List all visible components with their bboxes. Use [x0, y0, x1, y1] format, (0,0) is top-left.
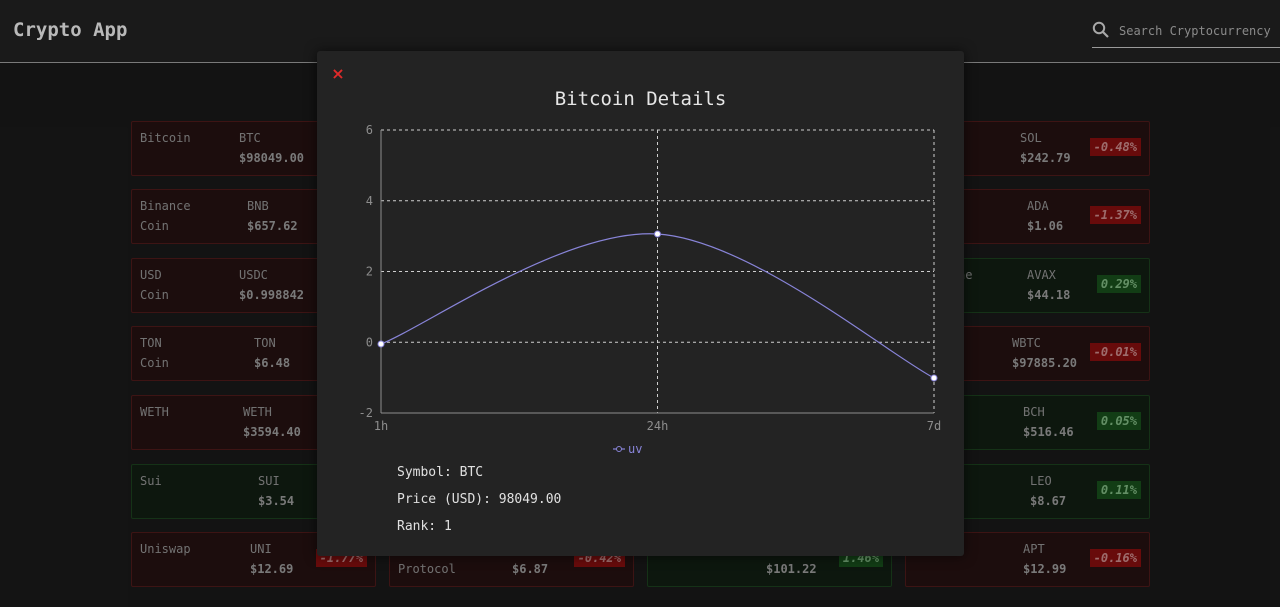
- change-badge: -0.48%: [1089, 138, 1141, 156]
- y-tick-label: -2: [359, 406, 373, 420]
- change-badge: -0.01%: [1089, 343, 1141, 361]
- coin-name: WETH: [140, 405, 169, 419]
- coin-name: USD Coin: [140, 268, 169, 302]
- search-icon: [1092, 21, 1109, 38]
- coin-symbol: UNI: [250, 542, 272, 556]
- info-row: Price (USD): 98049.00: [397, 492, 561, 507]
- price-chart: -2 0 2 4 6 1h 24h 7d uv: [359, 123, 942, 456]
- coin-price: $3594.40: [243, 425, 301, 439]
- coin-symbol: TON: [254, 336, 276, 350]
- x-tick-label: 1h: [374, 419, 388, 433]
- app-title: Crypto App: [13, 19, 128, 41]
- coin-name: Bitcoin: [140, 131, 191, 145]
- coin-price: $516.46: [1023, 425, 1074, 439]
- coin-name: Uniswap: [140, 542, 191, 556]
- coin-name: TON Coin: [140, 336, 169, 370]
- x-tick-label: 24h: [647, 419, 669, 433]
- coin-price: $0.998842: [239, 288, 305, 302]
- change-badge: -1.37%: [1089, 206, 1141, 224]
- info-row: Symbol: BTC: [397, 465, 483, 480]
- y-tick-label: 0: [366, 335, 373, 349]
- x-tick-label: 7d: [927, 419, 941, 433]
- coin-symbol: BTC: [239, 131, 261, 145]
- coin-price: $6.48: [254, 356, 291, 370]
- coin-price: $12.69: [250, 562, 294, 576]
- change-badge: 0.29%: [1096, 275, 1141, 293]
- info-label: Rank:: [397, 519, 437, 534]
- coin-price: $242.79: [1020, 151, 1071, 165]
- coin-symbol: SUI: [258, 474, 280, 488]
- legend-label: uv: [628, 442, 642, 456]
- data-point: [377, 340, 385, 348]
- y-tick-label: 2: [366, 265, 373, 279]
- info-value: 1: [443, 519, 452, 534]
- coin-price: $101.22: [766, 562, 817, 576]
- close-icon[interactable]: ×: [331, 64, 345, 83]
- change-badge: 0.05%: [1096, 412, 1141, 430]
- coin-symbol: WBTC: [1012, 336, 1041, 350]
- coin-symbol: WETH: [243, 405, 272, 419]
- y-tick-label: 4: [366, 194, 373, 208]
- info-value: 98049.00: [498, 492, 562, 507]
- coin-price: $1.06: [1027, 219, 1064, 233]
- coin-name: Protocol: [398, 562, 456, 576]
- coin-name: Sui: [140, 474, 162, 488]
- change-badge: -0.16%: [1089, 549, 1141, 567]
- coin-symbol: AVAX: [1027, 268, 1056, 282]
- coin-symbol: ADA: [1027, 199, 1049, 213]
- legend-marker: [616, 446, 622, 452]
- coin-price: $3.54: [258, 494, 295, 508]
- data-point: [654, 230, 661, 238]
- coin-symbol: BCH: [1023, 405, 1045, 419]
- change-badge: 0.11%: [1096, 481, 1141, 499]
- modal-title: Bitcoin Details: [554, 88, 727, 110]
- coin-symbol: BNB: [247, 199, 269, 213]
- coin-price: $6.87: [512, 562, 549, 576]
- coin-symbol: SOL: [1020, 131, 1042, 145]
- coin-name: Binance Coin: [140, 199, 191, 233]
- coin-symbol: LEO: [1030, 474, 1052, 488]
- coin-symbol: APT: [1023, 542, 1045, 556]
- coin-symbol: USDC: [239, 268, 268, 282]
- coin-details-modal: × Bitcoin Details -2 0 2 4 6 1h 24h 7d uv Symbol…: [317, 51, 964, 556]
- coin-price: $98049.00: [239, 151, 305, 165]
- info-value: BTC: [459, 465, 484, 480]
- info-label: Symbol:: [397, 465, 452, 480]
- coin-price: $97885.20: [1012, 356, 1078, 370]
- coin-price: $44.18: [1027, 288, 1071, 302]
- info-row: Rank: 1: [397, 519, 452, 534]
- info-label: Price (USD):: [397, 492, 491, 507]
- y-tick-label: 6: [366, 123, 373, 137]
- data-point: [930, 374, 938, 382]
- search-box[interactable]: [1092, 18, 1280, 48]
- search-input[interactable]: [1119, 21, 1279, 41]
- coin-price: $12.99: [1023, 562, 1067, 576]
- coin-price: $8.67: [1030, 494, 1067, 508]
- coin-price: $657.62: [247, 219, 298, 233]
